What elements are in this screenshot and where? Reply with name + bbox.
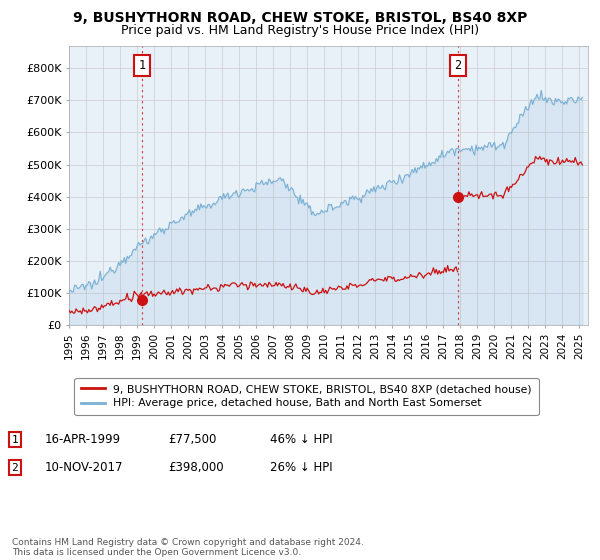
Text: 16-APR-1999: 16-APR-1999 — [45, 433, 121, 446]
Text: 1: 1 — [11, 435, 19, 445]
Text: 2: 2 — [11, 463, 19, 473]
Text: Contains HM Land Registry data © Crown copyright and database right 2024.
This d: Contains HM Land Registry data © Crown c… — [12, 538, 364, 557]
Text: £398,000: £398,000 — [168, 461, 224, 474]
Text: 1: 1 — [139, 59, 146, 72]
Text: Price paid vs. HM Land Registry's House Price Index (HPI): Price paid vs. HM Land Registry's House … — [121, 24, 479, 37]
Text: 9, BUSHYTHORN ROAD, CHEW STOKE, BRISTOL, BS40 8XP: 9, BUSHYTHORN ROAD, CHEW STOKE, BRISTOL,… — [73, 11, 527, 25]
Text: 2: 2 — [454, 59, 461, 72]
Text: £77,500: £77,500 — [168, 433, 217, 446]
Text: 46% ↓ HPI: 46% ↓ HPI — [270, 433, 332, 446]
Legend: 9, BUSHYTHORN ROAD, CHEW STOKE, BRISTOL, BS40 8XP (detached house), HPI: Average: 9, BUSHYTHORN ROAD, CHEW STOKE, BRISTOL,… — [74, 377, 539, 415]
Text: 10-NOV-2017: 10-NOV-2017 — [45, 461, 124, 474]
Text: 26% ↓ HPI: 26% ↓ HPI — [270, 461, 332, 474]
